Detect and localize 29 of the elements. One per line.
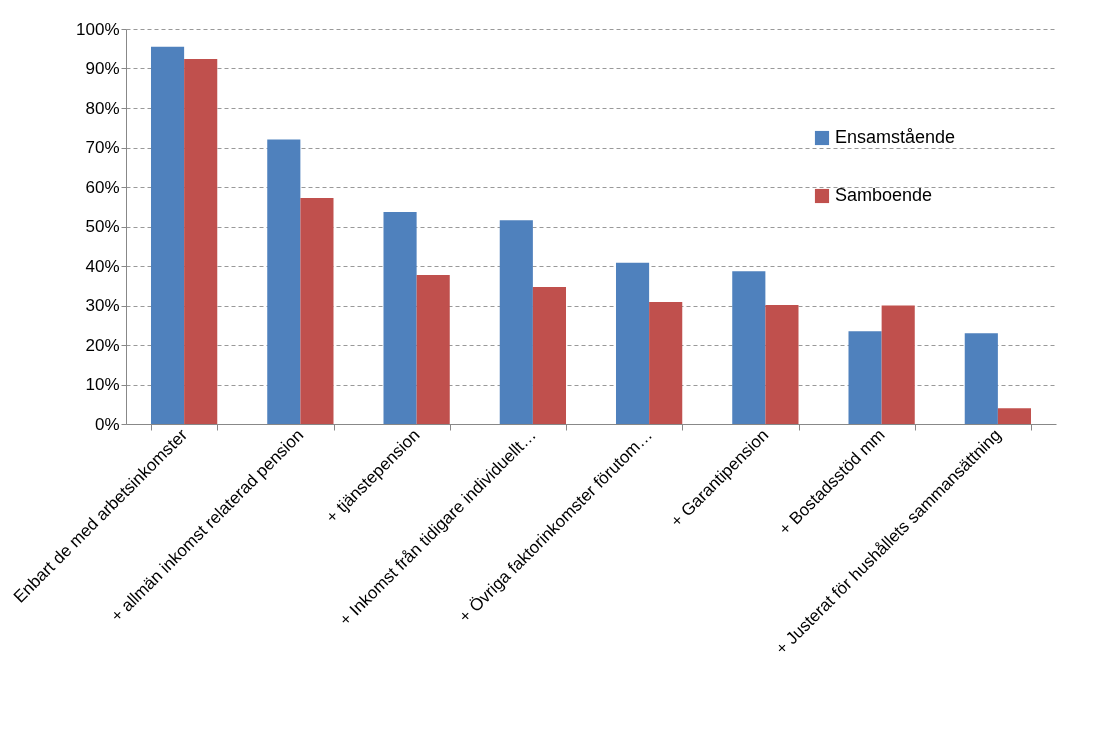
y-tick-label: 50% [85,217,120,236]
bar [964,333,998,424]
bar [184,59,218,424]
bar [997,408,1032,424]
legend-label: Ensamstående [835,127,956,147]
bar [416,275,450,424]
y-tick-label: 20% [85,335,120,355]
bar [150,46,185,424]
legend-label: Samboende [835,185,933,205]
y-tick-label: 0% [94,414,120,434]
y-tick-label: 10% [85,375,120,394]
y-tick-label: 40% [85,256,120,276]
y-tick-label: 100% [76,19,120,39]
bar [881,305,915,424]
bar [300,198,334,424]
y-tick-label: 30% [85,296,120,315]
bar [383,211,417,424]
bar [848,331,882,424]
bar [732,271,766,424]
y-tick-label: 90% [85,59,120,78]
bar [765,305,799,424]
y-tick-label: 60% [85,177,120,197]
bar [615,262,650,424]
y-tick-label: 80% [85,98,120,118]
y-tick-label: 70% [85,138,120,157]
bar [499,220,533,424]
bar [267,139,301,424]
bar [649,301,683,424]
bar [532,286,567,424]
